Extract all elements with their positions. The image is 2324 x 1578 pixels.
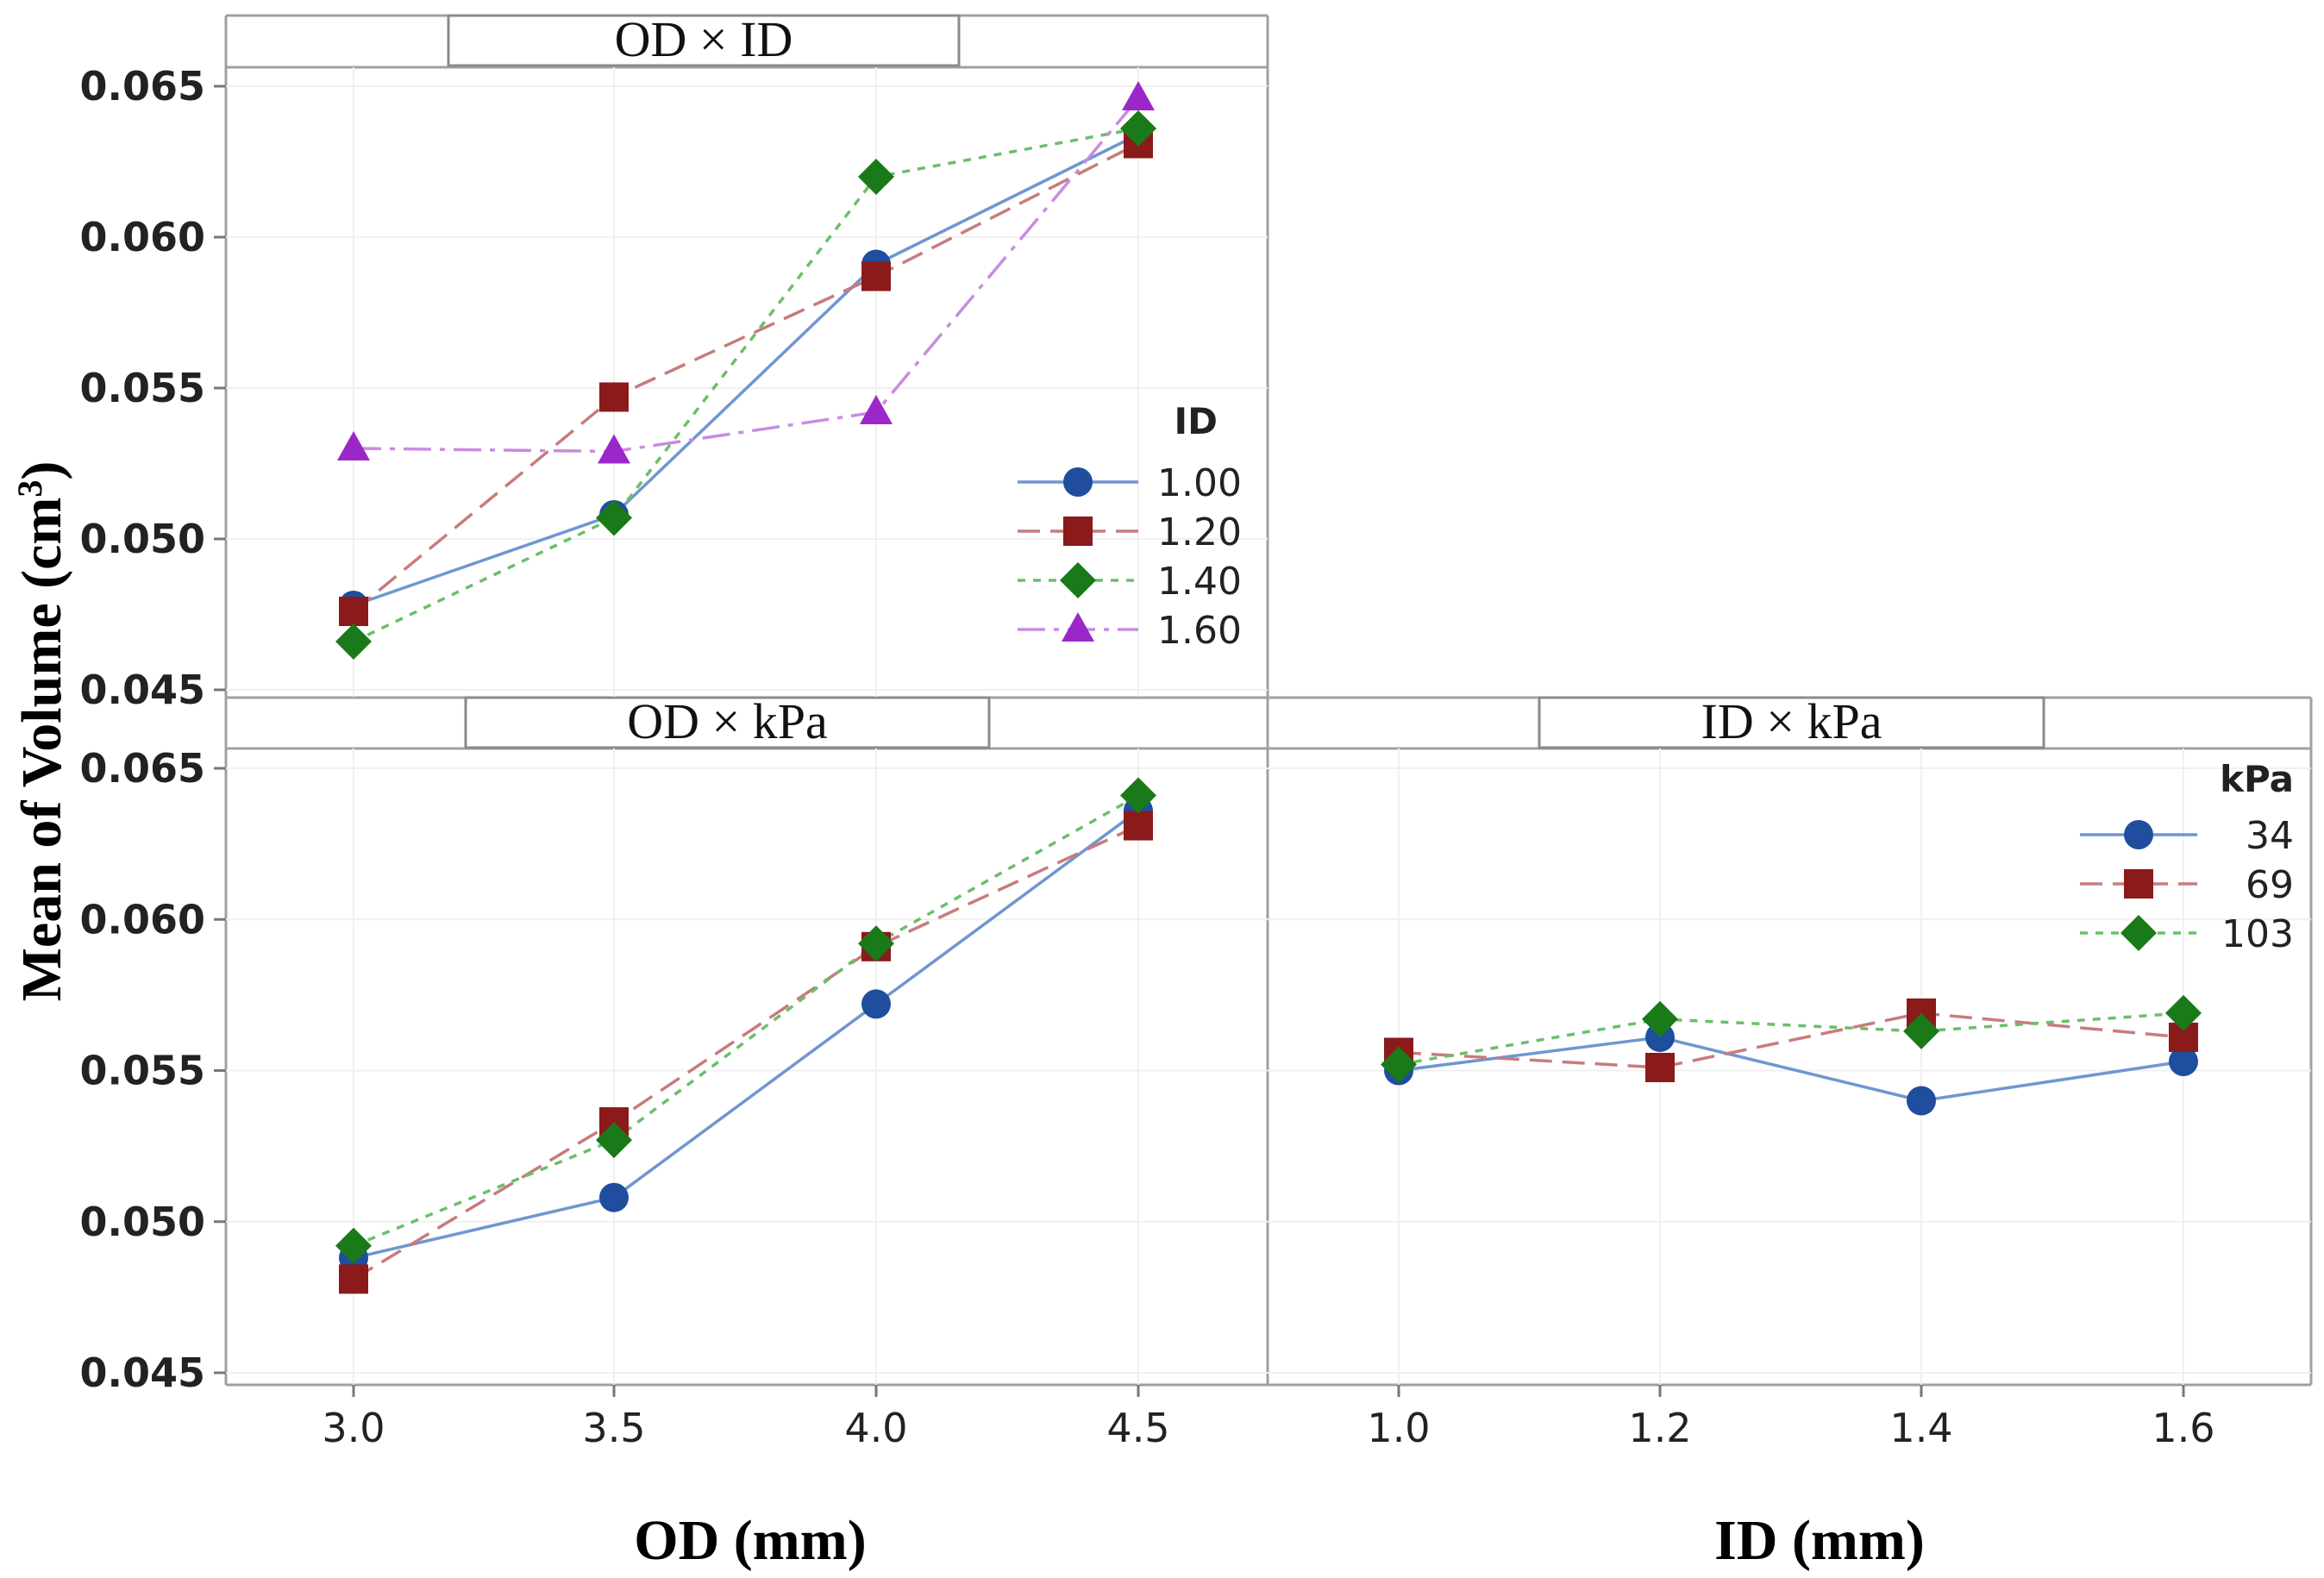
id-kpa-xtick-label: 1.2 [1628, 1405, 1691, 1451]
od-kpa-point-69 [1124, 811, 1153, 841]
id-kpa-series-line-34 [1398, 1036, 2184, 1103]
od-id-point-1.60 [337, 431, 370, 460]
id-kpa-xtick-label: 1.4 [1889, 1405, 1952, 1451]
id-kpa-series-line-103 [1398, 1011, 2184, 1067]
od-id-legend-marker-1.00 [1063, 467, 1093, 497]
id-kpa-point-34 [1907, 1086, 1936, 1116]
id-kpa-point-69 [1645, 1052, 1675, 1082]
od-kpa-point-103 [1120, 777, 1156, 814]
id-kpa-legend-label-69: 69 [2246, 863, 2294, 907]
od-id-series-line-1.20 [352, 141, 1139, 613]
id-kpa-legend-label-34: 34 [2246, 814, 2294, 858]
id-kpa-xtick-label: 1.6 [2152, 1405, 2214, 1451]
od-kpa-series-line-69 [353, 824, 1139, 1281]
od-id-strip-box [447, 14, 961, 67]
id-kpa-point-103 [1381, 1046, 1417, 1083]
od-kpa-xtick-label: 3.0 [322, 1405, 385, 1451]
od-id-legend-label-1.40: 1.40 [1157, 560, 1242, 604]
od-id-ytick-label: 0.045 [79, 667, 205, 713]
od-id-ytick-label: 0.050 [79, 516, 205, 562]
y-axis-title-main: Mean of Volume (cm [10, 498, 73, 1002]
id-kpa-legend-title: kPa [2220, 758, 2294, 800]
od-kpa-ytick-label: 0.060 [79, 896, 205, 942]
od-kpa-ytick-label: 0.055 [79, 1048, 205, 1094]
id-kpa-legend-marker-34 [2124, 820, 2153, 849]
od-id-series-line-1.00 [353, 133, 1139, 607]
od-kpa-point-103 [335, 1227, 372, 1264]
id-kpa-legend-marker-69 [2124, 869, 2153, 899]
od-id-legend-marker-1.40 [1060, 562, 1096, 598]
od-id-legend-label-1.20: 1.20 [1157, 510, 1242, 554]
od-id-legend-marker-1.20 [1063, 517, 1093, 546]
od-id-legend-title: ID [1175, 400, 1218, 442]
od-kpa-point-103 [858, 925, 894, 962]
od-id-legend-label-1.00: 1.00 [1157, 461, 1242, 505]
id-kpa-point-103 [2165, 994, 2202, 1031]
od-id-point-1.20 [861, 261, 891, 291]
od-id-legend-marker-1.60 [1062, 612, 1094, 642]
od-id-point-1.20 [599, 382, 629, 412]
id-kpa-point-103 [1642, 1000, 1678, 1037]
od-id-ytick-label: 0.060 [79, 214, 205, 260]
od-kpa-ytick-label: 0.065 [79, 745, 205, 792]
od-kpa-series-line-34 [353, 809, 1140, 1260]
id-kpa-series-line-69 [1398, 1011, 2184, 1069]
od-id-point-1.40 [596, 499, 632, 536]
id-kpa-strip-label: ID × kPa [1701, 693, 1882, 749]
od-id-point-1.40 [858, 159, 894, 195]
y-axis-title: Mean of Volume (cm3) [10, 461, 74, 1002]
od-kpa-xtick-label: 4.0 [844, 1405, 907, 1451]
od-id-ytick-label: 0.055 [79, 365, 205, 411]
od-kpa-point-69 [339, 1264, 368, 1294]
od-kpa-point-103 [596, 1122, 632, 1159]
od-id-point-1.40 [1120, 110, 1156, 147]
y-axis-title-superscript: 3 [10, 480, 49, 498]
od-kpa-strip-box [464, 696, 991, 749]
od-id-point-1.40 [335, 623, 372, 660]
od-kpa-point-34 [599, 1182, 629, 1212]
od-id-point-1.20 [339, 597, 368, 626]
id-kpa-xtick-label: 1.0 [1367, 1405, 1430, 1451]
id-kpa-legend-marker-103 [2120, 915, 2157, 951]
od-id-point-1.60 [860, 395, 893, 424]
id-kpa-x-axis-title: ID (mm) [1714, 1509, 1925, 1572]
od-kpa-ytick-label: 0.050 [79, 1199, 205, 1245]
od-kpa-ytick-label: 0.045 [79, 1349, 205, 1396]
od-kpa-x-axis-title: OD (mm) [634, 1509, 866, 1572]
od-id-ytick-label: 0.065 [79, 63, 205, 110]
od-id-series-line-1.60 [353, 97, 1140, 454]
od-id-point-1.60 [598, 434, 630, 464]
od-id-series-line-1.40 [353, 127, 1139, 643]
od-kpa-point-34 [861, 989, 891, 1019]
od-id-legend-label-1.60: 1.60 [1157, 609, 1242, 653]
od-id-strip-label: OD × ID [615, 11, 793, 67]
od-kpa-xtick-label: 4.5 [1106, 1405, 1169, 1451]
id-kpa-legend-label-103: 103 [2221, 912, 2294, 956]
od-id-point-1.60 [1122, 81, 1155, 110]
id-kpa-strip-box [1538, 696, 2045, 749]
y-axis-title-close: ) [10, 461, 73, 480]
od-kpa-series-line-103 [353, 794, 1139, 1248]
id-kpa-point-34 [2169, 1046, 2198, 1076]
od-kpa-strip-label: OD × kPa [627, 693, 827, 749]
od-kpa-xtick-label: 3.5 [582, 1405, 645, 1451]
id-kpa-point-103 [1903, 1012, 1939, 1049]
id-kpa-point-34 [1645, 1022, 1675, 1052]
